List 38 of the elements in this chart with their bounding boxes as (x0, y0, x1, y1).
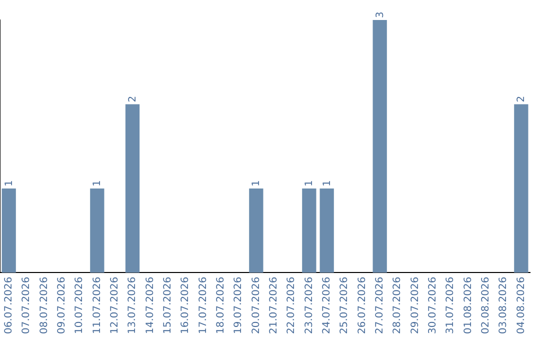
x-tick-label: 03.08.2026 (498, 276, 510, 334)
x-tick-label: 08.07.2026 (38, 276, 50, 334)
x-tick-label: 19.07.2026 (233, 276, 244, 334)
x-tick-label: 04.08.2026 (516, 276, 527, 334)
x-tick-label: 11.07.2026 (92, 276, 103, 334)
x-tick-label: 21.07.2026 (268, 276, 280, 334)
data-label: 1 (322, 180, 333, 186)
x-tick-label: 06.07.2026 (3, 276, 14, 334)
x-tick-label: 09.07.2026 (56, 276, 68, 334)
x-tick-label: 23.07.2026 (304, 276, 315, 334)
x-tick-label: 10.07.2026 (74, 276, 86, 334)
x-tick-label: 15.07.2026 (162, 276, 174, 334)
x-tick-label: 24.07.2026 (321, 276, 332, 334)
data-label: 1 (304, 180, 316, 186)
x-tick-label: 02.08.2026 (480, 276, 492, 334)
x-tick-label: 31.07.2026 (445, 276, 456, 334)
data-label: 2 (128, 96, 138, 102)
data-label: 1 (4, 180, 15, 186)
x-tick-label: 12.07.2026 (109, 276, 120, 334)
x-tick-label: 01.08.2026 (462, 276, 474, 334)
x-tick-label: 07.07.2026 (21, 276, 32, 334)
data-label: 3 (374, 12, 386, 18)
data-label: 1 (92, 180, 104, 186)
x-tick-label: 30.07.2026 (427, 276, 438, 334)
x-tick-label: 27.07.2026 (374, 276, 386, 334)
x-tick-label: 18.07.2026 (215, 276, 226, 334)
x-tick-label: 17.07.2026 (198, 276, 209, 334)
x-tick-label: 28.07.2026 (392, 276, 404, 334)
x-tick-label: 26.07.2026 (356, 276, 368, 334)
x-tick-label: 20.07.2026 (250, 276, 262, 334)
x-tick-label: 13.07.2026 (127, 276, 138, 334)
x-tick-label: 22.07.2026 (286, 276, 298, 334)
x-tick-label: 16.07.2026 (180, 276, 192, 334)
x-tick-label: 29.07.2026 (410, 276, 421, 334)
data-label: 2 (516, 96, 528, 102)
x-tick-label: 14.07.2026 (144, 276, 156, 334)
x-tick-label: 25.07.2026 (339, 276, 350, 334)
data-label: 1 (251, 180, 262, 186)
